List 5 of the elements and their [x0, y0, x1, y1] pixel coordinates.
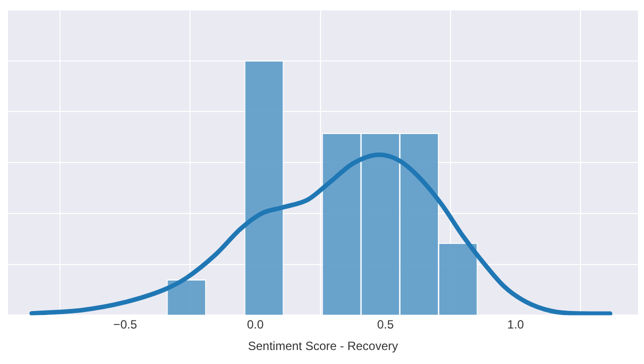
x-axis-title: Sentiment Score - Recovery [248, 339, 398, 354]
x-tick-label: 0.0 [246, 318, 264, 332]
x-tick-label: −0.5 [113, 318, 138, 332]
x-tick-label: 1.0 [507, 318, 524, 332]
x-tick-label: 0.5 [377, 318, 394, 332]
